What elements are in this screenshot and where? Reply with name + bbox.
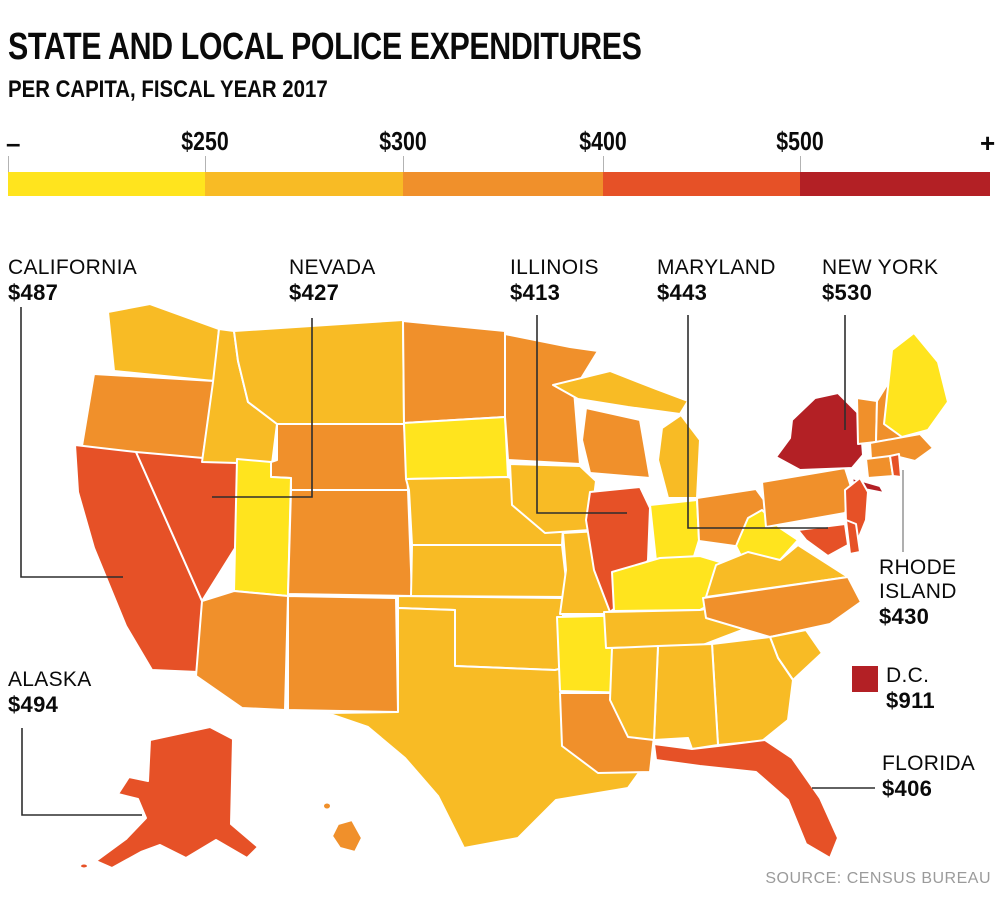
callout-new-york-value: $530 [822,280,873,306]
callout-florida: FLORIDA $406 [882,752,975,801]
state-mississippi [609,645,659,741]
state-texas [326,607,649,849]
alaska-leader-line [21,728,142,816]
legend-tick-500: $500 [776,126,824,156]
state-indiana [649,499,700,567]
state-alabama [653,643,719,750]
callout-florida-name: FLORIDA [882,752,976,775]
callout-new-york-name: NEW YORK [822,256,939,279]
maryland-leader-line [687,315,828,529]
state-maryland [797,523,849,557]
callout-alaska: ALASKA $494 [8,668,92,717]
state-wisconsin [581,407,651,479]
alaska-island [79,862,89,870]
state-north-dakota [402,320,506,424]
callout-illinois: ILLINOIS $413 [510,256,599,305]
page-subtitle: PER CAPITA, FISCAL YEAR 2017 [8,76,328,103]
callout-california-name: CALIFORNIA [8,256,138,279]
state-maine [883,332,949,438]
legend-tickline [8,156,9,173]
callout-new-york: NEW YORK $530 [822,256,938,305]
callout-illinois-name: ILLINOIS [510,256,599,279]
hawaii-island-big [331,819,363,853]
callout-rhode-island-value: $430 [879,604,930,630]
legend-tickline [205,156,206,173]
state-michigan [657,414,701,499]
state-kansas [410,544,569,598]
callout-alaska-value: $494 [8,692,59,718]
page-title: STATE AND LOCAL POLICE EXPENDITURES [8,26,642,68]
callout-california-value: $487 [8,280,59,306]
legend-min-label: – [6,128,21,158]
legend-tick-400: $400 [579,126,627,156]
legend-tickline [403,156,404,173]
callout-alaska-name: ALASKA [8,668,92,691]
callout-nevada: NEVADA $427 [289,256,376,305]
state-delaware [845,519,861,555]
callout-rhode-island-name: RHODE ISLAND [879,556,957,604]
state-new-york [775,392,864,471]
state-colorado [287,489,413,597]
legend-tick-300: $300 [379,126,427,156]
state-michigan-up [552,370,689,415]
state-south-dakota [403,416,509,480]
state-connecticut [865,455,894,479]
state-florida [653,739,839,859]
callout-florida-value: $406 [882,776,933,802]
callout-nevada-value: $427 [289,280,340,306]
callout-dc-name: D.C. [886,664,930,687]
legend-seg-400-500 [603,172,800,196]
legend-seg-over-500 [800,172,990,196]
leader-lines [20,307,904,816]
state-minnesota [504,333,599,465]
legend-color-bar [8,172,990,196]
states-lower48 [74,303,949,859]
state-rhode-island [889,453,902,478]
state-alaska [95,726,259,869]
callout-illinois-value: $413 [510,280,561,306]
state-arizona [195,590,289,711]
callout-maryland-value: $443 [657,280,708,306]
hawaii-island-small [322,801,332,811]
state-pennsylvania [761,467,853,528]
callout-dc: D.C. $911 [886,664,935,713]
nevada-leader-line [212,318,313,498]
legend-tick-250: $250 [181,126,229,156]
source-credit: SOURCE: CENSUS BUREAU [765,870,991,887]
legend-tickline [800,156,801,173]
legend-seg-300-400 [403,172,603,196]
legend-max-label: + [980,128,996,158]
illinois-leader-line [536,315,627,514]
callout-maryland: MARYLAND $443 [657,256,776,305]
legend-seg-250-300 [205,172,403,196]
state-utah [233,458,292,597]
dc-swatch [852,666,878,692]
legend-tickline [603,156,604,173]
state-washington [107,303,220,382]
california-leader-line [20,307,123,578]
callout-nevada-name: NEVADA [289,256,376,279]
state-north-carolina [702,576,862,638]
state-new-mexico [287,595,399,713]
callout-california: CALIFORNIA $487 [8,256,137,305]
callout-rhode-island: RHODE ISLAND $430 [879,556,979,630]
callout-maryland-name: MARYLAND [657,256,776,279]
states-insets [79,726,363,870]
state-montana [233,319,405,425]
state-vermont [856,397,878,445]
callout-dc-value: $911 [886,688,935,714]
legend-seg-under-250 [8,172,205,196]
